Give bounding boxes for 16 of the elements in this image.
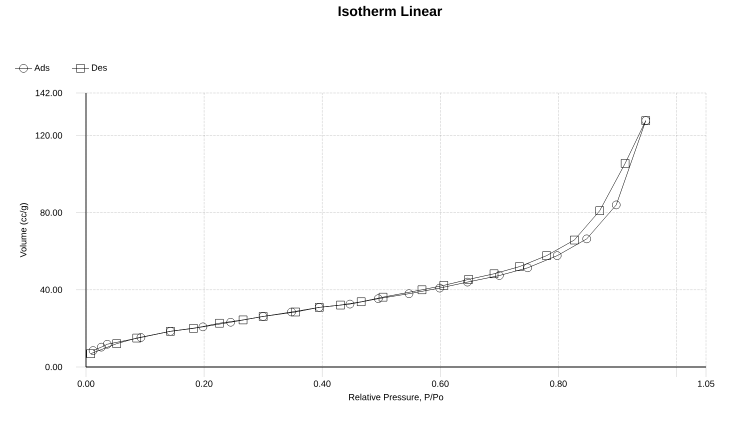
legend-label: Des (92, 64, 107, 71)
x-tick-label: 0.80 (550, 380, 567, 387)
x-axis-title: Relative Pressure, P/Po (349, 394, 444, 402)
x-tick-label: 0.60 (432, 380, 449, 387)
y-tick-label: 40.00 (40, 286, 62, 293)
y-axis-title: Volume (cc/g) (20, 203, 28, 258)
x-tick-label: 0.20 (196, 380, 212, 387)
y-tick-label: 120.00 (36, 132, 62, 139)
y-tick-label: 142.00 (36, 90, 62, 96)
chart-title: Isotherm Linear (338, 6, 442, 16)
y-tick-label: 0.00 (45, 364, 62, 370)
legend-label: Ads (34, 64, 50, 71)
x-tick-label: 0.40 (314, 380, 331, 387)
x-tick-label: 0.00 (78, 380, 94, 387)
y-tick-label: 80.00 (40, 209, 62, 216)
x-tick-label: 1.05 (698, 380, 714, 387)
